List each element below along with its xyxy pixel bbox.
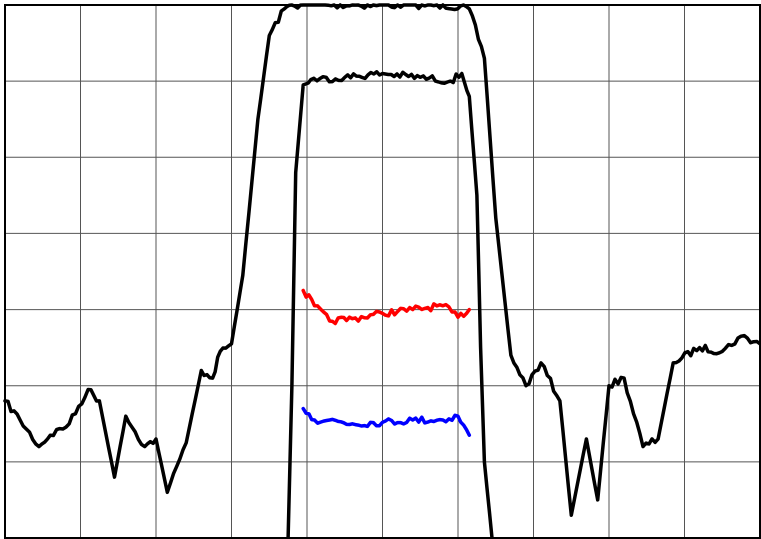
series-line-2 (286, 70, 494, 539)
plot-frame (4, 4, 761, 539)
series-line-4 (301, 406, 472, 437)
grid (5, 5, 760, 538)
series-line-3 (301, 288, 472, 326)
